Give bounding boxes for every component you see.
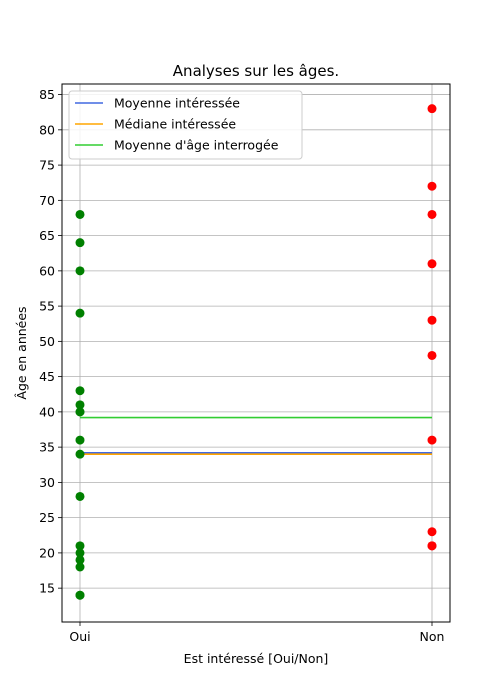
data-point <box>427 259 437 269</box>
data-point <box>427 435 437 445</box>
data-point <box>427 350 437 360</box>
legend: Moyenne intéressée Médiane intéressée Moye… <box>68 90 303 160</box>
data-point <box>75 209 85 219</box>
data-points <box>75 104 437 600</box>
data-point <box>75 407 85 417</box>
x-axis-ticks: Oui Non <box>69 622 444 644</box>
y-tick-label: 80 <box>39 122 55 137</box>
data-point <box>427 527 437 537</box>
y-tick-label: 20 <box>39 545 55 560</box>
y-axis-label: Âge en années <box>14 306 29 399</box>
y-tick-label: 25 <box>39 510 55 525</box>
y-tick-label: 60 <box>39 263 55 278</box>
legend-entry: Moyenne intéressée <box>114 96 240 111</box>
grid <box>62 84 450 622</box>
y-tick-label: 15 <box>39 581 55 596</box>
y-tick-label: 45 <box>39 369 55 384</box>
x-axis-label: Est intéressé [Oui/Non] <box>184 651 329 666</box>
y-tick-label: 55 <box>39 299 55 314</box>
data-point <box>75 266 85 276</box>
data-point <box>75 541 85 551</box>
data-point <box>75 555 85 565</box>
data-point <box>427 181 437 191</box>
x-tick-label: Oui <box>69 629 90 644</box>
data-point <box>75 548 85 558</box>
x-tick-label: Non <box>420 629 445 644</box>
data-point <box>75 491 85 501</box>
data-point <box>75 562 85 572</box>
data-point <box>75 400 85 410</box>
legend-box <box>68 90 303 160</box>
data-point <box>75 449 85 459</box>
data-point <box>75 590 85 600</box>
y-axis-ticks: 15 20 25 30 35 40 45 50 55 60 65 70 75 80 85 <box>39 87 62 596</box>
chart-title: Analyses sur les âges. <box>173 62 339 80</box>
y-tick-label: 70 <box>39 193 55 208</box>
reference-lines <box>80 416 432 455</box>
legend-entry: Médiane intéressée <box>114 117 236 132</box>
data-point <box>75 238 85 248</box>
data-point <box>427 541 437 551</box>
y-tick-label: 40 <box>39 404 55 419</box>
y-tick-label: 50 <box>39 334 55 349</box>
y-tick-label: 85 <box>39 87 55 102</box>
y-tick-label: 75 <box>39 158 55 173</box>
data-point <box>75 386 85 396</box>
plot-area-frame <box>61 83 451 623</box>
y-tick-label: 30 <box>39 475 55 490</box>
y-tick-label: 35 <box>39 440 55 455</box>
data-point <box>427 209 437 219</box>
data-point <box>427 104 437 114</box>
data-point <box>75 435 85 445</box>
y-tick-label: 65 <box>39 228 55 243</box>
legend-entry: Moyenne d'âge interrogée <box>114 138 279 153</box>
data-point <box>75 308 85 318</box>
data-point <box>427 315 437 325</box>
